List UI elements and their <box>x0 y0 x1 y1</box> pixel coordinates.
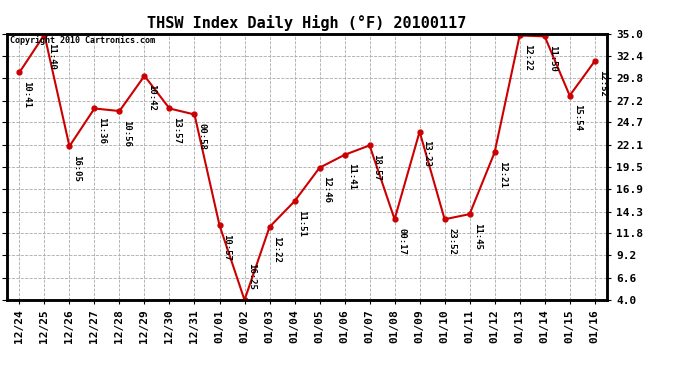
Text: 10:41: 10:41 <box>22 81 32 108</box>
Title: THSW Index Daily High (°F) 20100117: THSW Index Daily High (°F) 20100117 <box>148 15 466 31</box>
Text: 11:36: 11:36 <box>97 117 106 144</box>
Text: 16:05: 16:05 <box>72 155 81 182</box>
Text: 12:46: 12:46 <box>322 176 332 203</box>
Text: Copyright 2010 Cartronics.com: Copyright 2010 Cartronics.com <box>10 36 155 45</box>
Text: 13:23: 13:23 <box>422 140 432 167</box>
Text: 11:50: 11:50 <box>548 45 557 72</box>
Text: 11:51: 11:51 <box>297 210 306 237</box>
Text: 11:40: 11:40 <box>48 43 57 70</box>
Text: 15:54: 15:54 <box>573 104 582 131</box>
Text: 12:22: 12:22 <box>522 44 532 71</box>
Text: 10:56: 10:56 <box>122 120 132 147</box>
Text: 12:52: 12:52 <box>598 70 607 97</box>
Text: 12:22: 12:22 <box>273 236 282 262</box>
Text: 18:57: 18:57 <box>373 154 382 181</box>
Text: 23:52: 23:52 <box>448 228 457 255</box>
Text: 10:42: 10:42 <box>148 84 157 111</box>
Text: 10:57: 10:57 <box>222 234 232 261</box>
Text: 13:57: 13:57 <box>172 117 181 144</box>
Text: 11:41: 11:41 <box>348 164 357 190</box>
Text: 16:25: 16:25 <box>248 263 257 290</box>
Text: 11:45: 11:45 <box>473 223 482 250</box>
Text: 00:58: 00:58 <box>197 123 206 150</box>
Text: 00:17: 00:17 <box>397 228 406 255</box>
Text: 12:21: 12:21 <box>497 161 506 188</box>
